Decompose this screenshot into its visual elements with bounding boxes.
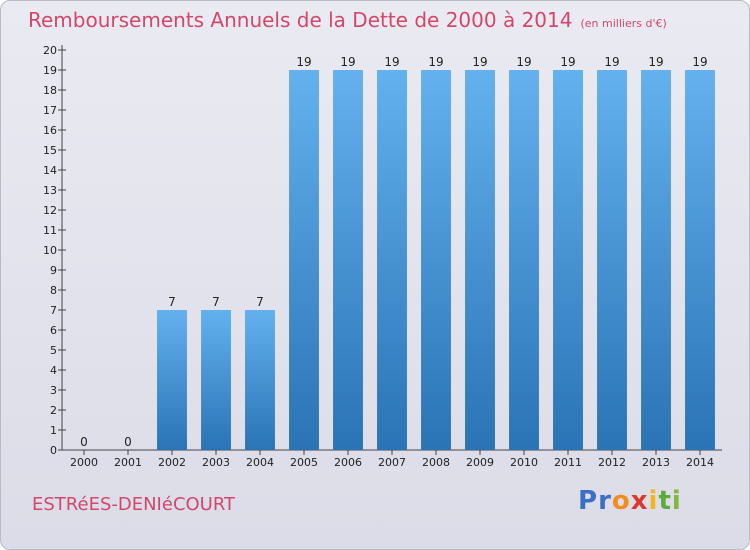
y-tick-label: 15 xyxy=(43,144,57,157)
x-tick-label: 2002 xyxy=(158,456,186,469)
x-tick-label: 2000 xyxy=(70,456,98,469)
bar[interactable] xyxy=(597,70,627,450)
y-tick-label: 5 xyxy=(50,344,57,357)
bar-value-label: 19 xyxy=(472,55,487,69)
y-tick-label: 16 xyxy=(43,124,57,137)
bar-value-label: 0 xyxy=(124,435,132,449)
chart-subtitle: (en milliers d'€) xyxy=(580,17,667,30)
x-tick-label: 2011 xyxy=(554,456,582,469)
bar[interactable] xyxy=(333,70,363,450)
logo-letter: P xyxy=(578,486,599,516)
y-tick-label: 4 xyxy=(50,364,57,377)
y-tick-label: 12 xyxy=(43,204,57,217)
bar-value-label: 19 xyxy=(560,55,575,69)
logo-letter: t xyxy=(658,486,672,516)
y-tick-label: 3 xyxy=(50,384,57,397)
y-tick-label: 7 xyxy=(50,304,57,317)
y-tick-label: 1 xyxy=(50,424,57,437)
x-tick-label: 2013 xyxy=(642,456,670,469)
y-tick-label: 11 xyxy=(43,224,57,237)
bar-value-label: 19 xyxy=(604,55,619,69)
y-tick-label: 10 xyxy=(43,244,57,257)
bar-value-label: 19 xyxy=(296,55,311,69)
logo-letter: i xyxy=(648,486,659,516)
chart-title: Remboursements Annuels de la Dette de 20… xyxy=(28,8,667,32)
bar[interactable] xyxy=(641,70,671,450)
bar-value-label: 7 xyxy=(212,295,220,309)
x-tick-label: 2012 xyxy=(598,456,626,469)
y-tick-label: 9 xyxy=(50,264,57,277)
y-tick-label: 2 xyxy=(50,404,57,417)
bar-value-label: 19 xyxy=(340,55,355,69)
bar[interactable] xyxy=(377,70,407,450)
bar-value-label: 19 xyxy=(384,55,399,69)
bar-value-label: 19 xyxy=(428,55,443,69)
y-tick-label: 8 xyxy=(50,284,57,297)
bar[interactable] xyxy=(157,310,187,450)
chart-title-text: Remboursements Annuels de la Dette de 20… xyxy=(28,8,573,32)
bar-value-label: 19 xyxy=(648,55,663,69)
bar-value-label: 7 xyxy=(168,295,176,309)
logo-letter: x xyxy=(630,486,649,516)
logo-letter: o xyxy=(611,486,631,516)
bar-value-label: 19 xyxy=(516,55,531,69)
bar-value-label: 7 xyxy=(256,295,264,309)
bar[interactable] xyxy=(553,70,583,450)
x-tick-label: 2006 xyxy=(334,456,362,469)
x-tick-label: 2005 xyxy=(290,456,318,469)
logo-letter: i xyxy=(671,486,682,516)
proxiti-logo[interactable]: Proxiti xyxy=(578,486,682,516)
y-tick-label: 6 xyxy=(50,324,57,337)
x-tick-label: 2003 xyxy=(202,456,230,469)
bar-value-label: 0 xyxy=(80,435,88,449)
bar[interactable] xyxy=(465,70,495,450)
chart-labels: 2000 0 2001 0 2002 7 2003 7 2004 7 2005 19 2006 19 200… xyxy=(70,55,714,469)
x-tick-label: 2008 xyxy=(422,456,450,469)
y-tick-label: 13 xyxy=(43,184,57,197)
y-tick-label: 20 xyxy=(43,44,57,57)
bar[interactable] xyxy=(685,70,715,450)
logo-letter: r xyxy=(598,486,612,516)
y-tick-label: 18 xyxy=(43,84,57,97)
x-tick-label: 2001 xyxy=(114,456,142,469)
y-tick-label: 19 xyxy=(43,64,57,77)
bar[interactable] xyxy=(509,70,539,450)
y-tick-label: 14 xyxy=(43,164,57,177)
x-tick-label: 2014 xyxy=(686,456,714,469)
bar[interactable] xyxy=(245,310,275,450)
y-tick-label: 0 xyxy=(50,444,57,457)
x-tick-label: 2010 xyxy=(510,456,538,469)
commune-name: ESTRéES-DENIéCOURT xyxy=(32,494,236,515)
bar-value-label: 19 xyxy=(692,55,707,69)
y-tick-label: 17 xyxy=(43,104,57,117)
bar[interactable] xyxy=(289,70,319,450)
bar[interactable] xyxy=(201,310,231,450)
chart-bars xyxy=(157,70,715,450)
bar[interactable] xyxy=(421,70,451,450)
x-tick-label: 2009 xyxy=(466,456,494,469)
x-tick-label: 2007 xyxy=(378,456,406,469)
x-tick-label: 2004 xyxy=(246,456,274,469)
